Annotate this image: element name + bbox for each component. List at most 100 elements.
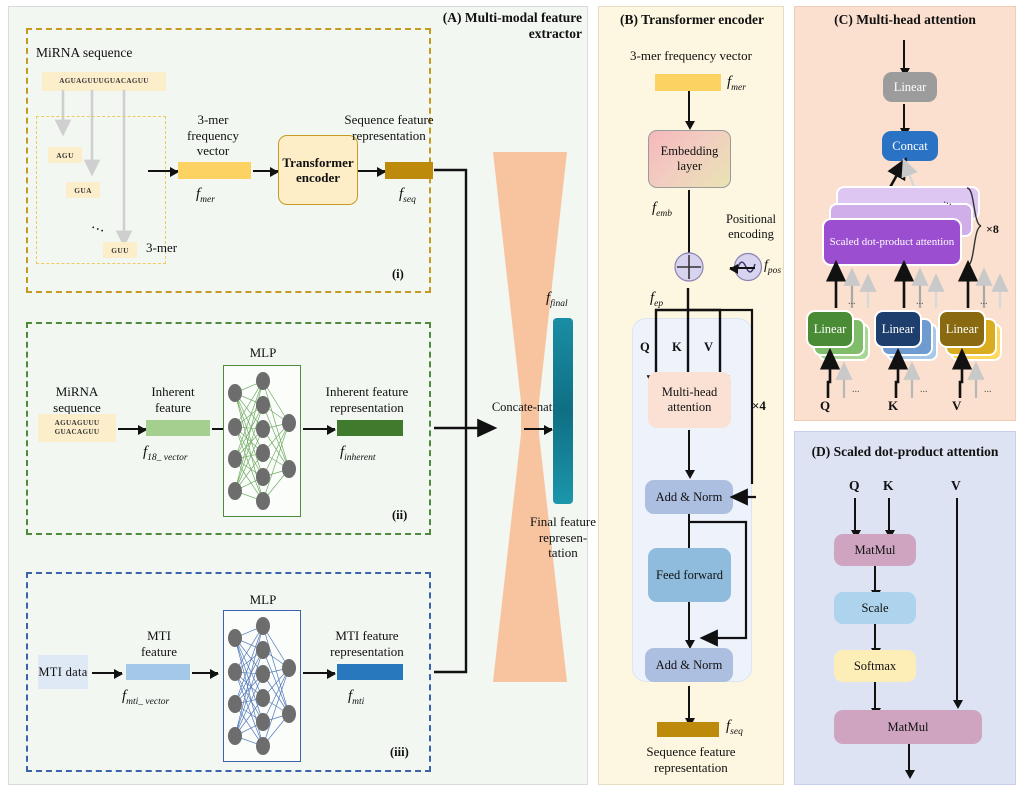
svg-text:...: ... (852, 384, 860, 395)
linear-k-label: Linear (881, 321, 915, 336)
branch-iii-out-label: MTI feature representation (330, 628, 404, 659)
f-ep-label: fep (650, 290, 664, 309)
encoder-out-caption: Sequence feature representation (646, 744, 736, 775)
panel-a-title: (A) Multi-modal feature extractor (442, 10, 582, 41)
f-final-label: ffinal (546, 290, 568, 309)
mti-feature-bar (126, 664, 190, 680)
add-norm-1-label: Add & Norm (655, 489, 723, 504)
branch-i-freq-label: 3-mer frequency vector (187, 112, 239, 158)
branch-ii-sequence-value: AGUAGUUU GUACAGUU (38, 414, 116, 442)
arrow-fmer-to-embedding (684, 91, 695, 130)
kmer-group-box (36, 116, 166, 264)
arrow-encoder-to-fseq (358, 167, 386, 177)
mha-output-arrow (899, 40, 910, 77)
branch-ii-container (26, 322, 431, 535)
transformer-encoder-box[interactable]: Transformer encoder (278, 135, 358, 205)
encoder-f-mer-label: fmer (727, 74, 746, 93)
kmer-caption: 3-mer (146, 240, 178, 255)
sdpa-matmul-1-box[interactable]: MatMul (834, 534, 916, 566)
mha-linear-output-box[interactable]: Linear (883, 72, 937, 102)
f-seq-label: fseq (399, 186, 416, 205)
concatenation-shape (493, 152, 567, 682)
qkv-bottom-feeds: ... ... ... (819, 347, 992, 398)
kmer-guide-arrows (54, 90, 133, 248)
sdpa-stack-front[interactable]: Scaled dot-product attention (822, 218, 962, 266)
arrow-mha-to-addnorm1 (684, 430, 695, 479)
kmer-item-2: GUU (103, 242, 137, 258)
final-feature-caption: Final feature represen-tation (529, 514, 597, 560)
sdpa-scale-label: Scale (861, 600, 889, 615)
positional-sum-node (674, 252, 704, 282)
add-norm-2-box[interactable]: Add & Norm (645, 648, 733, 682)
branch-ii-seq-line1: AGUAGUUU (54, 419, 100, 427)
arrow-v-to-matmul2 (952, 498, 963, 709)
arrow-mti-to-feature (92, 669, 123, 679)
f-mer-label: fmer (196, 186, 215, 205)
f-inherent-label: finherent (340, 444, 376, 463)
panel-d-title: (D) Scaled dot-product attention (811, 444, 999, 459)
panel-b-title: (B) Transformer encoder (620, 12, 764, 27)
branch-ii-tag: (ii) (392, 508, 408, 522)
svg-text:...: ... (916, 296, 924, 307)
f-pos-label: fpos (764, 258, 782, 276)
branch-ii-mlp-label: MLP (249, 345, 277, 360)
mha-input-q-label: Q (820, 398, 831, 413)
arrow-fmer-to-encoder (253, 167, 279, 177)
mti-data-box: MTI data (38, 655, 88, 689)
heads-count-label: ×8 (986, 222, 999, 236)
add-norm-2-label: Add & Norm (655, 657, 723, 672)
qkv-label-k: K (672, 340, 682, 354)
arrow-mlp-to-inherent-out (303, 425, 336, 435)
branch-iii-feature-label: MTI feature (140, 628, 178, 659)
mha-concat-label: Concat (892, 138, 928, 153)
embedding-layer-box[interactable]: Embedding layer (648, 130, 731, 188)
svg-text:...: ... (984, 384, 992, 395)
multi-head-attention-box[interactable]: Multi-head attention (648, 372, 731, 428)
svg-text:...: ... (980, 296, 988, 307)
kmer-item-0: AGU (48, 147, 82, 163)
sdpa-matmul-2-box[interactable]: MatMul (834, 710, 982, 744)
feed-forward-label: Feed forward (656, 567, 723, 582)
mha-input-k-label: K (888, 398, 899, 413)
linear-v-box[interactable]: Linear (938, 310, 986, 348)
branch-ii-mlp-network (228, 372, 296, 510)
arrow-scale-to-softmax (870, 624, 881, 657)
arrow-pos-to-sum (730, 267, 755, 269)
encoder-f-mer-bar (655, 74, 721, 91)
f-mer-bar (178, 162, 251, 179)
heads-brace (966, 187, 982, 267)
mti-data-label: MTI data (38, 664, 88, 679)
arrow-ff-to-addnorm2 (684, 602, 695, 649)
f-mti-bar (337, 664, 403, 680)
f-mti-label: fmti (348, 688, 365, 707)
sdpa-input-v-label: V (951, 478, 961, 493)
sdpa-softmax-box[interactable]: Softmax (834, 650, 916, 682)
mha-linear-output-label: Linear (893, 79, 927, 94)
fusion-bus-lines (434, 168, 498, 674)
feed-forward-box[interactable]: Feed forward (648, 548, 731, 602)
linear-q-box[interactable]: Linear (806, 310, 854, 348)
f-18-vector-label: f18_ vector (143, 444, 188, 463)
residual-branch-2 (688, 520, 748, 647)
qkv-fanout (646, 288, 754, 484)
f-emb-label: femb (652, 200, 672, 219)
arrow-mti-to-mlp (192, 669, 219, 679)
arrow-softmax-to-matmul2 (870, 682, 881, 717)
branch-i-sequence-label: MiRNA sequence (36, 45, 133, 60)
branch-iii-mlp-label: MLP (249, 592, 277, 607)
branch-iii-container (26, 572, 431, 772)
mha-concat-box[interactable]: Concat (882, 131, 938, 161)
embedding-layer-label: Embedding layer (660, 144, 719, 173)
encoder-input-label: 3-mer frequency vector (630, 48, 752, 63)
linear-k-box[interactable]: Linear (874, 310, 922, 348)
f-inherent-bar (337, 420, 403, 436)
panel-c-title: (C) Multi-head attention (834, 12, 976, 27)
add-norm-1-box[interactable]: Add & Norm (645, 480, 733, 514)
encoder-f-seq-label: fseq (726, 718, 743, 737)
concatenation-label: Concate-nation (487, 400, 573, 415)
sdpa-scale-box[interactable]: Scale (834, 592, 916, 624)
branch-iii-mlp-network (228, 617, 296, 755)
branch-ii-sequence-label: MiRNA sequence (53, 384, 101, 415)
svg-text:...: ... (920, 384, 928, 395)
